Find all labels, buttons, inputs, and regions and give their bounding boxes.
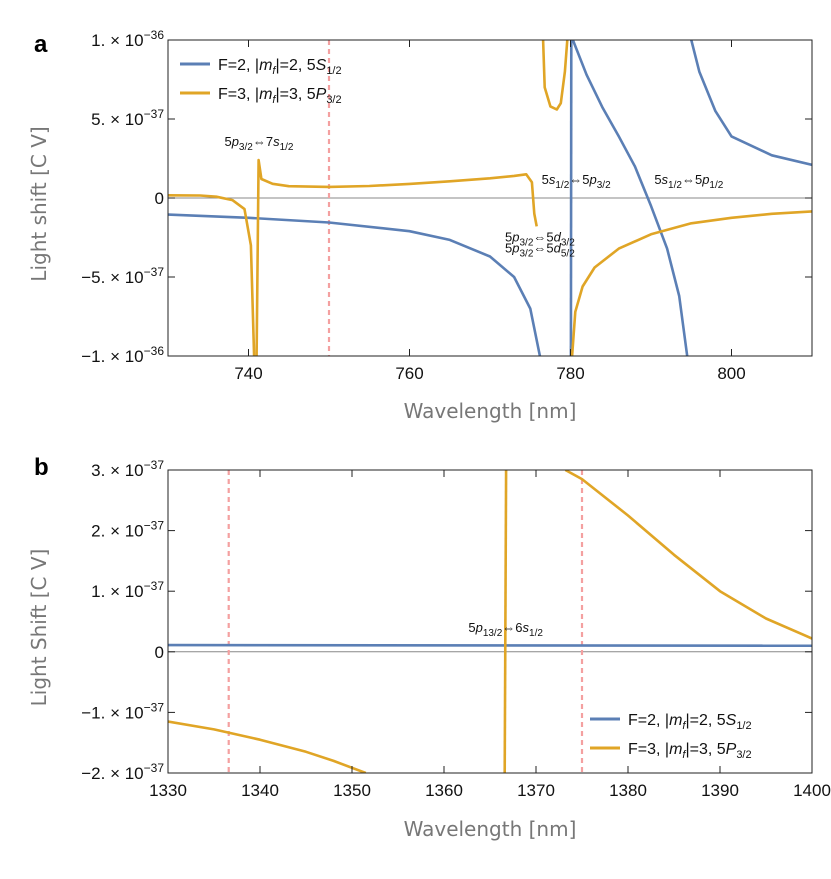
x-tick-label: 1330	[149, 781, 187, 800]
transition-annotation: 5p3/2⇔7s1/2	[224, 134, 293, 153]
series-line-orange	[564, 470, 812, 640]
y-tick-label: 5. × 10−37	[91, 107, 164, 129]
transition-annotation: 5p3/2⇔5d3/2	[505, 229, 575, 248]
series-line-orange	[541, 40, 569, 111]
x-tick-label: 1390	[701, 781, 739, 800]
panel-a-label: a	[34, 31, 48, 58]
series-line-orange	[168, 720, 367, 773]
y-tick-label: 1. × 10−36	[91, 28, 164, 50]
x-tick-label: 740	[234, 364, 262, 383]
plot-frame	[167, 469, 813, 774]
legend-entry: F=2, |mf|=2, 5S1/2	[218, 57, 342, 77]
y-tick-label: 0	[155, 189, 164, 208]
x-tick-label: 800	[717, 364, 745, 383]
legend-entry: F=3, |mf|=3, 5P3/2	[218, 86, 342, 106]
y-tick-label: −1. × 10−37	[81, 700, 164, 722]
x-axis-title: Wavelength [nm]	[404, 399, 577, 423]
x-axis-title: Wavelength [nm]	[404, 817, 577, 841]
series-line-blue	[571, 40, 689, 356]
x-tick-label: 780	[556, 364, 584, 383]
y-axis-title: Light shift [C V]	[27, 126, 51, 281]
legend-entry: F=3, |mf|=3, 5P3/2	[628, 741, 752, 761]
series-line-orange	[570, 210, 812, 356]
transition-annotation: 5s1/2⇔5p1/2	[654, 172, 723, 191]
series-line-orange	[255, 158, 538, 356]
legend-entry: F=2, |mf|=2, 5S1/2	[628, 712, 752, 732]
y-tick-label: −5. × 10−37	[81, 265, 164, 287]
transition-annotation: 5p3/2⇔5d5/2	[505, 241, 575, 260]
y-tick-label: −1. × 10−36	[81, 344, 164, 366]
chart-a: 740 760 780 800 1. × 10−36 5. × 10−37 0 −5. × 1…	[27, 28, 813, 423]
transition-annotation: 5p13/2⇔6s1/2	[468, 620, 543, 639]
series-line-blue	[168, 643, 812, 647]
x-tick-label: 1340	[241, 781, 279, 800]
transition-annotation: 5s1/2⇔5p3/2	[542, 172, 611, 191]
x-tick-label: 1350	[333, 781, 371, 800]
x-tick-label: 1360	[425, 781, 463, 800]
x-tick-label: 1380	[609, 781, 647, 800]
series-line-blue	[168, 213, 542, 356]
series-line-orange	[503, 470, 508, 773]
y-axis-title: Light Shift [C V]	[27, 549, 51, 707]
series-line-blue	[690, 40, 812, 167]
series-line-orange	[168, 194, 256, 356]
y-tick-label: 2. × 10−37	[91, 519, 164, 541]
y-tick-label: 3. × 10−37	[91, 458, 164, 480]
y-tick-label: 1. × 10−37	[91, 579, 164, 601]
x-tick-label: 1370	[517, 781, 555, 800]
panel-b-label: b	[34, 454, 49, 481]
x-tick-label: 760	[395, 364, 423, 383]
y-tick-label: −2. × 10−37	[81, 761, 164, 783]
x-tick-label: 1400	[793, 781, 831, 800]
chart-b: 1330 1340 1350 1360 1370 1380 1390 1400 3. × 10−…	[27, 458, 831, 841]
y-tick-label: 0	[155, 643, 164, 662]
